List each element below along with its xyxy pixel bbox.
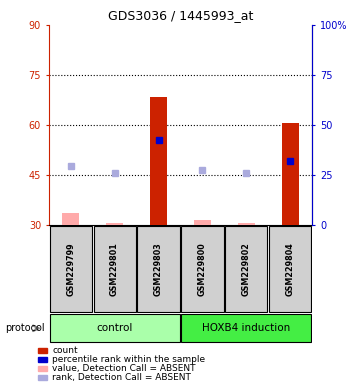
- FancyBboxPatch shape: [181, 314, 312, 342]
- FancyBboxPatch shape: [269, 225, 312, 312]
- FancyBboxPatch shape: [49, 314, 180, 342]
- Text: GSM229799: GSM229799: [66, 242, 75, 296]
- Bar: [62, 213, 79, 225]
- Text: value, Detection Call = ABSENT: value, Detection Call = ABSENT: [52, 364, 196, 373]
- Bar: [38, 357, 47, 362]
- Text: GSM229800: GSM229800: [198, 242, 207, 296]
- Title: GDS3036 / 1445993_at: GDS3036 / 1445993_at: [108, 9, 253, 22]
- Text: HOXB4 induction: HOXB4 induction: [202, 323, 291, 333]
- Bar: [282, 123, 299, 225]
- Bar: [193, 220, 211, 225]
- Bar: [38, 366, 47, 371]
- Bar: [238, 223, 255, 225]
- FancyBboxPatch shape: [225, 225, 268, 312]
- FancyBboxPatch shape: [181, 225, 223, 312]
- Bar: [38, 375, 47, 380]
- FancyBboxPatch shape: [93, 225, 136, 312]
- Bar: [106, 223, 123, 225]
- Text: GSM229801: GSM229801: [110, 242, 119, 296]
- Text: protocol: protocol: [5, 323, 45, 333]
- Text: GSM229803: GSM229803: [154, 242, 163, 296]
- Text: percentile rank within the sample: percentile rank within the sample: [52, 355, 205, 364]
- Text: count: count: [52, 346, 78, 355]
- Text: rank, Detection Call = ABSENT: rank, Detection Call = ABSENT: [52, 373, 191, 382]
- Bar: [150, 96, 167, 225]
- Bar: [38, 348, 47, 353]
- FancyBboxPatch shape: [49, 225, 92, 312]
- Text: GSM229804: GSM229804: [286, 242, 295, 296]
- FancyBboxPatch shape: [138, 225, 180, 312]
- Text: GSM229802: GSM229802: [242, 242, 251, 296]
- Text: control: control: [96, 323, 133, 333]
